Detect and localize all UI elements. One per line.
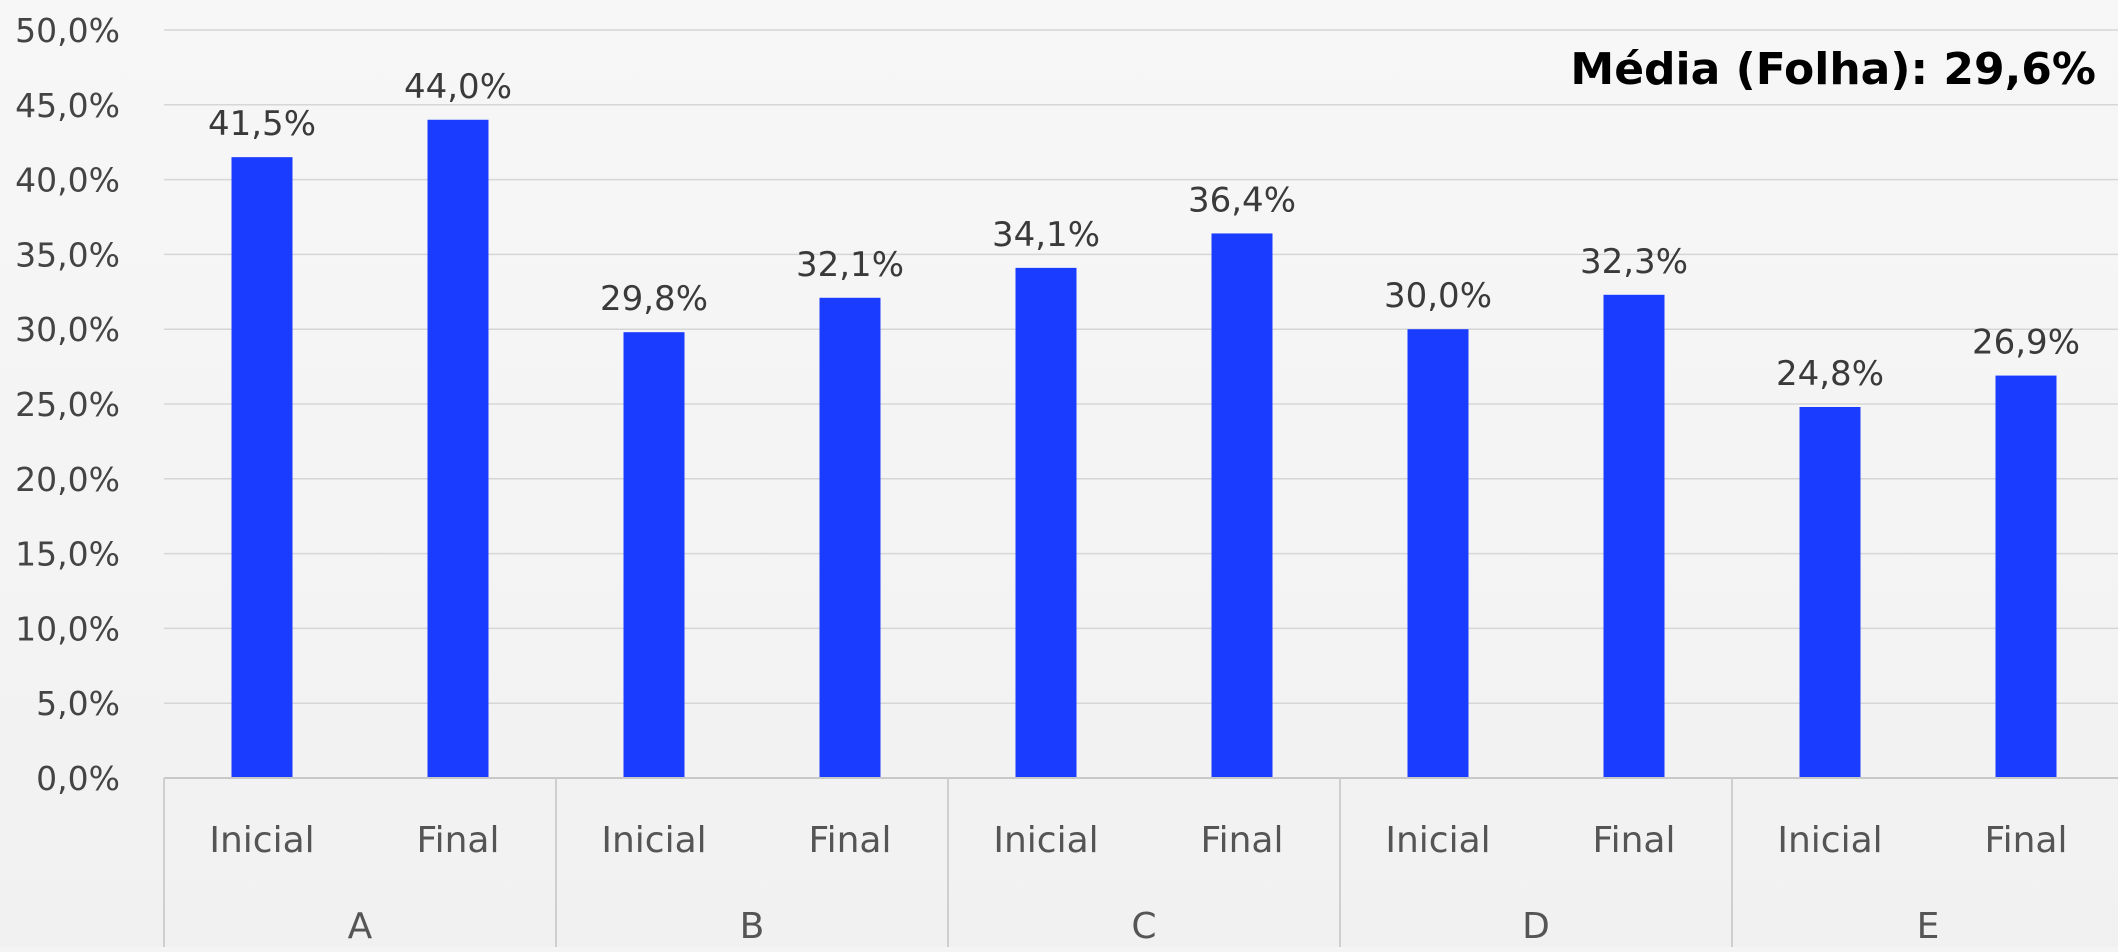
bar-b-final — [819, 297, 881, 778]
x-category-label: Inicial — [601, 820, 706, 861]
data-label: 32,1% — [796, 245, 904, 285]
x-category-label: Final — [1593, 820, 1676, 861]
bar-d-final — [1603, 294, 1665, 778]
y-tick-label: 10,0% — [15, 609, 120, 648]
bar-e-inicial — [1799, 406, 1861, 778]
x-category-label: Inicial — [209, 820, 314, 861]
y-tick-label: 45,0% — [15, 86, 120, 125]
y-axis-ticks: 0,0% 5,0% 10,0% 15,0% 20,0% 25,0% 30,0% 35,0% 40… — [15, 11, 120, 798]
y-tick-label: 50,0% — [15, 11, 120, 50]
x-group-label: D — [1522, 906, 1550, 947]
bar-c-inicial — [1015, 267, 1077, 778]
x-group-label: E — [1917, 906, 1940, 947]
data-label: 36,4% — [1188, 180, 1296, 220]
data-label: 30,0% — [1384, 276, 1492, 316]
x-category-label: Inicial — [1385, 820, 1490, 861]
x-group-label: A — [348, 906, 373, 947]
bar-c-final — [1211, 233, 1273, 778]
y-tick-label: 20,0% — [15, 460, 120, 499]
bar-b-inicial — [623, 332, 685, 778]
bar-e-final — [1995, 375, 2057, 778]
y-tick-label: 15,0% — [15, 535, 120, 574]
bar-a-final — [427, 119, 489, 778]
y-tick-label: 40,0% — [15, 161, 120, 200]
data-label: 34,1% — [992, 215, 1100, 255]
x-group-label: B — [740, 906, 765, 947]
bars — [231, 119, 2057, 778]
data-label: 32,3% — [1580, 242, 1688, 282]
x-category-label: Final — [809, 820, 892, 861]
data-label: 29,8% — [600, 279, 708, 319]
x-category-label: Final — [1985, 820, 2068, 861]
x-category-label: Inicial — [993, 820, 1098, 861]
average-annotation: Média (Folha): 29,6% — [1570, 44, 2096, 95]
bar-d-inicial — [1407, 329, 1469, 778]
y-tick-label: 30,0% — [15, 310, 120, 349]
bar-a-inicial — [231, 157, 293, 778]
data-label: 44,0% — [404, 67, 512, 107]
x-category-label: Final — [417, 820, 500, 861]
data-label: 41,5% — [208, 104, 316, 144]
x-axis: Inicial Final A Inicial Final B Inicial Final C I… — [163, 777, 2118, 947]
data-labels: 41,5% 44,0% 29,8% 32,1% 34,1% 36,4% 30,0% 32,3%… — [208, 67, 2080, 394]
y-tick-label: 25,0% — [15, 385, 120, 424]
x-group-label: C — [1131, 906, 1156, 947]
data-label: 24,8% — [1776, 354, 1884, 394]
y-tick-label: 5,0% — [36, 684, 120, 723]
x-category-label: Inicial — [1777, 820, 1882, 861]
data-label: 26,9% — [1972, 323, 2080, 363]
x-category-label: Final — [1201, 820, 1284, 861]
grid-layer — [164, 29, 2118, 704]
y-tick-label: 0,0% — [36, 759, 120, 798]
y-tick-label: 35,0% — [15, 235, 120, 274]
